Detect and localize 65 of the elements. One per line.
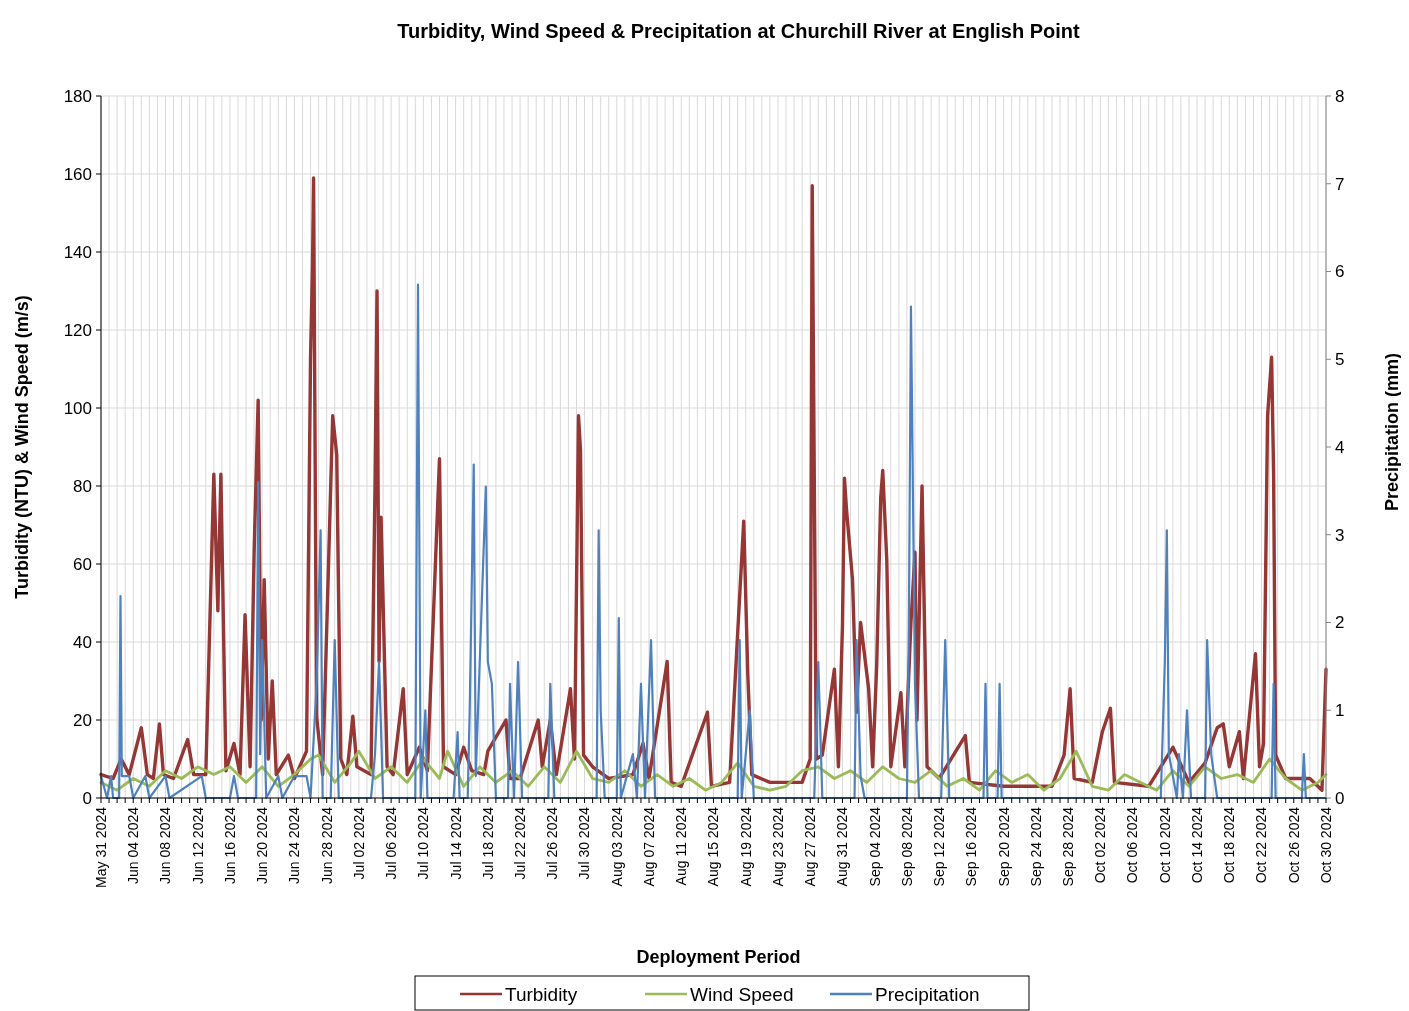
x-tick-label: Aug 15 2024 [705,806,722,887]
x-tick-label: Oct 14 2024 [1188,806,1205,884]
x-tick-label: May 31 2024 [92,806,109,888]
x-tick-label: Jun 08 2024 [157,806,174,885]
y-tick-label: 60 [73,554,92,574]
x-tick-label: Aug 03 2024 [608,806,625,887]
x-tick-label: Jun 20 2024 [254,806,271,885]
chart-title: Turbidity, Wind Speed & Precipitation at Churchill River at English Point [397,20,1081,42]
x-tick-label: Jul 18 2024 [479,806,496,880]
y2-tick-label: 6 [1335,262,1345,282]
y-tick-label: 180 [63,86,92,106]
y-tick-label: 40 [73,632,92,652]
x-tick-label: Sep 08 2024 [898,806,915,887]
x-tick-label: Jun 16 2024 [221,806,238,885]
x-tick-label: Aug 27 2024 [802,806,819,887]
x-tick-label: Jun 28 2024 [318,806,335,885]
y-tick-label: 140 [63,242,92,262]
x-tick-label: Oct 10 2024 [1156,806,1173,884]
y-tick-label: 0 [82,788,92,808]
x-tick-label: Aug 07 2024 [640,806,657,887]
legend-label: Wind Speed [690,983,794,1005]
y-tick-label: 20 [73,710,92,730]
x-tick-label: Jul 22 2024 [511,806,528,880]
x-tick-label: Aug 11 2024 [673,806,690,886]
x-tick-label: Jul 14 2024 [447,806,464,880]
x-tick-label: Oct 02 2024 [1092,806,1109,884]
y-tick-label: 80 [73,476,92,496]
x-tick-label: Aug 23 2024 [769,806,786,887]
y2-tick-label: 1 [1335,701,1345,721]
x-tick-label: Aug 31 2024 [834,806,851,887]
x-tick-label: Jul 02 2024 [350,806,367,880]
x-tick-label: Sep 16 2024 [963,806,980,887]
x-tick-label: Jul 06 2024 [383,806,400,880]
x-tick-label: Oct 22 2024 [1253,806,1270,884]
x-tick-label: Sep 24 2024 [1027,806,1044,887]
y2-tick-label: 8 [1335,86,1345,106]
y2-tick-label: 5 [1335,350,1345,370]
y2-tick-label: 2 [1335,613,1345,633]
y2-axis-title: Precipitation (mm) [1382,352,1402,512]
x-tick-label: Sep 28 2024 [1060,806,1077,887]
x-tick-label: Sep 04 2024 [866,806,883,887]
y-tick-label: 120 [63,320,92,340]
legend-label: Turbidity [505,983,578,1005]
x-tick-label: Jul 30 2024 [576,806,593,880]
legend-label: Precipitation [875,983,980,1005]
x-tick-label: Aug 19 2024 [737,806,754,887]
y2-tick-label: 7 [1335,174,1345,194]
x-tick-label: Oct 26 2024 [1285,806,1302,884]
y-axis-title: Turbidity (NTU) & Wind Speed (m/s) [12,295,32,599]
x-tick-label: Sep 20 2024 [995,806,1012,887]
y2-tick-label: 3 [1335,525,1345,545]
x-tick-label: Jul 10 2024 [415,806,432,880]
y-tick-label: 160 [63,164,92,184]
x-tick-label: Jun 24 2024 [286,806,303,885]
x-tick-label: Jul 26 2024 [544,806,561,880]
x-tick-label: Jun 12 2024 [189,806,206,885]
x-tick-label: Oct 18 2024 [1221,806,1238,884]
x-tick-label: Oct 30 2024 [1317,806,1334,884]
y2-tick-label: 4 [1335,437,1345,457]
x-tick-label: Sep 12 2024 [931,806,948,887]
x-axis-title: Deployment Period [636,947,801,967]
x-tick-label: Jun 04 2024 [125,806,142,885]
y2-tick-label: 0 [1335,788,1345,808]
x-tick-label: Oct 06 2024 [1124,806,1141,884]
y-tick-label: 100 [63,398,92,418]
